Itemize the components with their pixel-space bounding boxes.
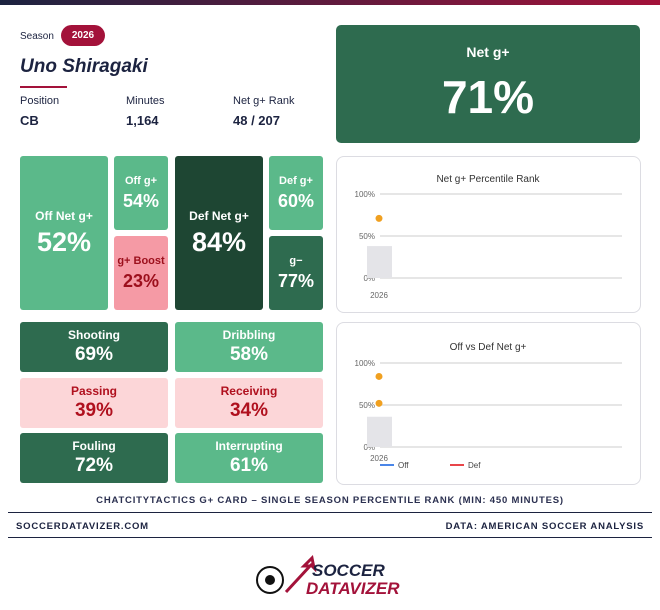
stat-value: 1,164	[126, 113, 159, 128]
skill-value: 34%	[229, 400, 269, 421]
tile: Off Net g+ 52%	[20, 156, 108, 310]
net-box: Net g+ 71%	[336, 25, 640, 143]
tile-value: 77%	[277, 270, 315, 291]
tile-value: 60%	[277, 190, 315, 211]
skill-tile: Dribbling 58%	[175, 322, 323, 372]
logo-arrow	[284, 554, 317, 594]
stat-label: Position	[20, 95, 60, 107]
tile-label: Off g+	[124, 174, 158, 187]
skill-label: Dribbling	[222, 328, 276, 342]
season-pill: 2026	[61, 25, 105, 46]
skill-value: 72%	[74, 455, 114, 476]
skill-tile: Interrupting 61%	[175, 433, 323, 483]
stat-value: 48 / 207	[233, 113, 280, 128]
logo: SOCCER DATAVIZER	[256, 554, 400, 598]
player-name: Uno Shiragaki	[20, 56, 148, 77]
rule	[8, 512, 652, 513]
y-tick-label: 50%	[359, 232, 375, 241]
net-label: Net g+	[466, 44, 510, 60]
chart-title: Net g+ Percentile Rank	[436, 174, 540, 185]
tile-label: Def Net g+	[189, 208, 249, 223]
skill-label: Interrupting	[215, 439, 283, 453]
skill-tile: Fouling 72%	[20, 433, 168, 483]
bar	[367, 246, 392, 278]
top-strip	[0, 0, 660, 5]
stat-label: Minutes	[126, 95, 165, 107]
tile-label: Off Net g+	[35, 208, 93, 223]
point	[375, 372, 383, 380]
logo-text: SOCCER	[312, 561, 385, 580]
skill-label: Fouling	[72, 439, 116, 453]
y-tick-label: 0%	[363, 274, 375, 283]
chart-panel: Off vs Def Net g+ 0% 50% 100% 2026 Off Def	[336, 322, 641, 485]
x-tick-label: 2026	[370, 454, 388, 463]
season-label: Season	[20, 31, 54, 42]
y-tick-label: 50%	[359, 401, 375, 410]
chart: Net g+ Percentile Rank 0% 50% 100% 2026	[355, 174, 622, 300]
skill-value: 69%	[74, 344, 114, 365]
source: DATA: AMERICAN SOCCER ANALYSIS	[445, 521, 644, 532]
underline	[20, 86, 67, 88]
stat-value: CB	[20, 113, 39, 128]
y-tick-label: 100%	[355, 359, 375, 368]
tile-value: 54%	[122, 190, 160, 211]
caption: CHATCITYTACTICS G+ CARD – SINGLE SEASON …	[96, 495, 564, 506]
y-tick-label: 100%	[355, 190, 375, 199]
skill-value: 58%	[229, 344, 269, 365]
tile-value: 23%	[122, 270, 160, 291]
tile-label: g+ Boost	[117, 254, 165, 267]
tile: g− 77%	[269, 236, 323, 310]
skill-label: Receiving	[220, 384, 278, 398]
y-tick-label: 0%	[363, 443, 375, 452]
point	[375, 214, 383, 222]
legend-label: Off	[398, 461, 409, 470]
tile: Def g+ 60%	[269, 156, 323, 230]
legend-label: Def	[468, 461, 481, 470]
tile-value: 84%	[191, 226, 247, 257]
logo-text: DATAVIZER	[306, 579, 400, 598]
net-value: 71%	[441, 71, 535, 123]
logo-ball-patch	[265, 575, 275, 585]
tile-label: Def g+	[279, 174, 313, 187]
tile: Def Net g+ 84%	[175, 156, 263, 310]
tile: g+ Boost 23%	[114, 236, 168, 310]
chart-title: Off vs Def Net g+	[450, 342, 527, 353]
chart-panel: Net g+ Percentile Rank 0% 50% 100% 2026	[336, 156, 641, 313]
tile: Off g+ 54%	[114, 156, 168, 230]
tile-value: 52%	[36, 226, 92, 257]
skill-tile: Passing 39%	[20, 378, 168, 428]
skill-label: Shooting	[68, 328, 120, 342]
skill-value: 39%	[74, 400, 114, 421]
bar	[367, 416, 392, 447]
stat-label: Net g+ Rank	[233, 95, 295, 107]
x-tick-label: 2026	[370, 291, 388, 300]
point	[375, 399, 383, 407]
skill-tile: Receiving 34%	[175, 378, 323, 428]
skill-label: Passing	[70, 384, 118, 398]
skill-value: 61%	[229, 455, 269, 476]
skill-tile: Shooting 69%	[20, 322, 168, 372]
chart: Off vs Def Net g+ 0% 50% 100% 2026 Off Def	[355, 342, 622, 470]
rule	[8, 537, 652, 538]
site: SOCCERDATAVIZER.COM	[16, 521, 149, 532]
tile-label: g−	[289, 254, 303, 267]
